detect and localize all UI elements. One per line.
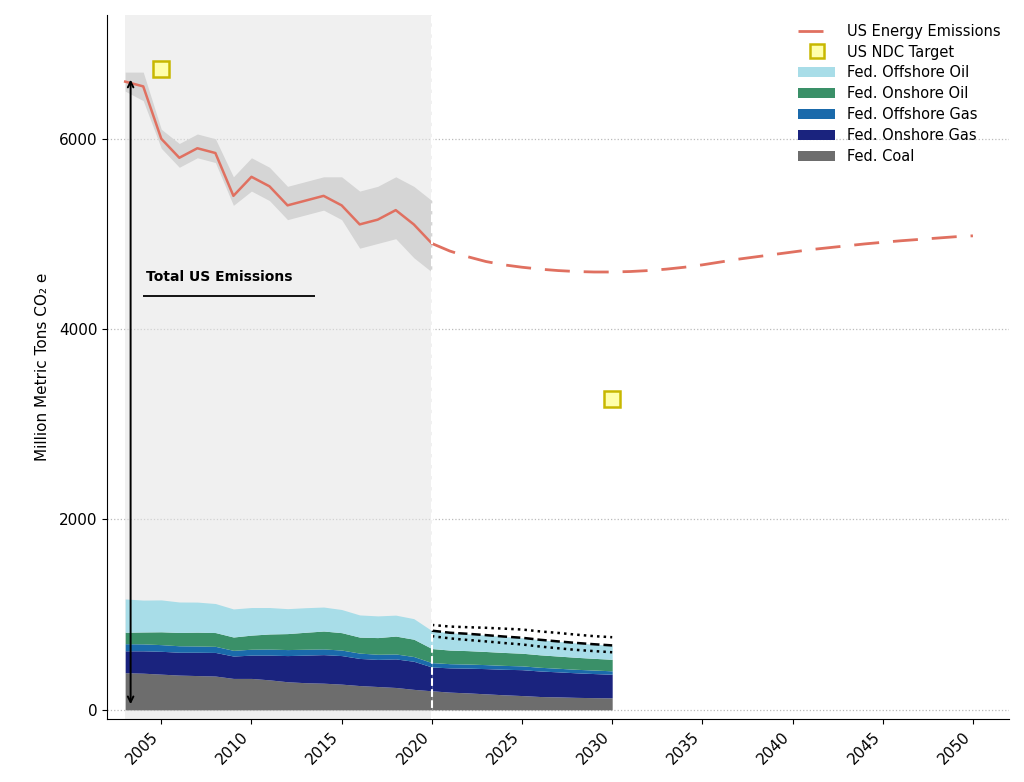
Legend: US Energy Emissions, US NDC Target, Fed. Offshore Oil, Fed. Onshore Oil, Fed. Of: US Energy Emissions, US NDC Target, Fed.… — [793, 18, 1007, 170]
Y-axis label: Million Metric Tons CO₂ e: Million Metric Tons CO₂ e — [36, 273, 50, 461]
Text: Total US Emissions: Total US Emissions — [146, 271, 293, 285]
